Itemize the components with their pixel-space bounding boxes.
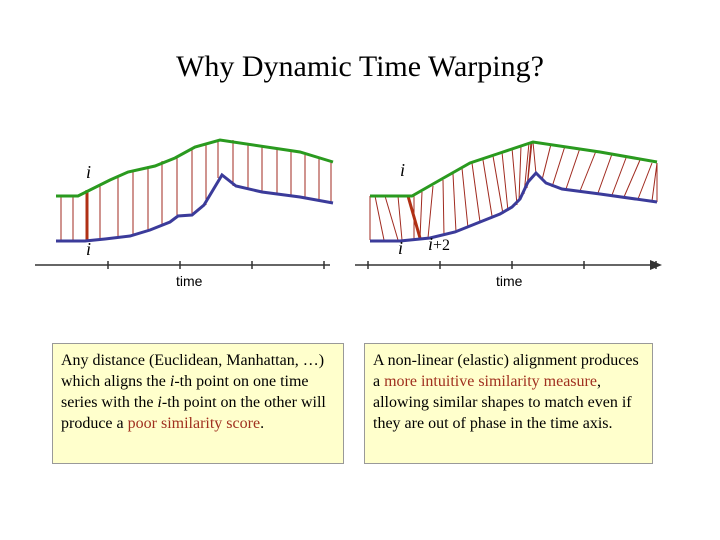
right-axis-ticks bbox=[367, 261, 657, 269]
right-top-index-label: i bbox=[400, 160, 406, 180]
right-bottom-offset-label: i+2 bbox=[428, 234, 450, 255]
left-bottom-index-label: i bbox=[86, 239, 92, 259]
right-alignment-links bbox=[369, 141, 658, 241]
left-bottom-series bbox=[56, 172, 334, 243]
offset-suffix: +2 bbox=[433, 237, 451, 254]
page-title: Why Dynamic Time Warping? bbox=[176, 50, 544, 83]
offset-var: i bbox=[428, 234, 434, 254]
euclidean-explanation-box: Any distance (Euclidean, Manhattan, …) w… bbox=[52, 343, 344, 464]
poor-similarity-highlight: poor similarity score bbox=[127, 415, 261, 432]
right-bottom-index-label: i bbox=[398, 238, 404, 258]
right-axis-label: time bbox=[496, 273, 523, 289]
right-top-series bbox=[370, 140, 658, 198]
left-top-series bbox=[56, 138, 334, 198]
left-axis-ticks bbox=[107, 261, 325, 269]
left-axis-label: time bbox=[176, 273, 203, 289]
left-top-index-label: i bbox=[86, 162, 92, 182]
left-euclidean-panel bbox=[35, 138, 334, 269]
right-bottom-series bbox=[370, 170, 658, 243]
dtw-explanation-box: A non-linear (elastic) alignment produce… bbox=[364, 343, 653, 464]
left-alignment-links bbox=[60, 140, 332, 240]
right-dtw-panel bbox=[355, 140, 662, 270]
intuitive-similarity-highlight: more intuitive similarity measure bbox=[384, 373, 597, 390]
right-highlight-link bbox=[406, 195, 422, 239]
